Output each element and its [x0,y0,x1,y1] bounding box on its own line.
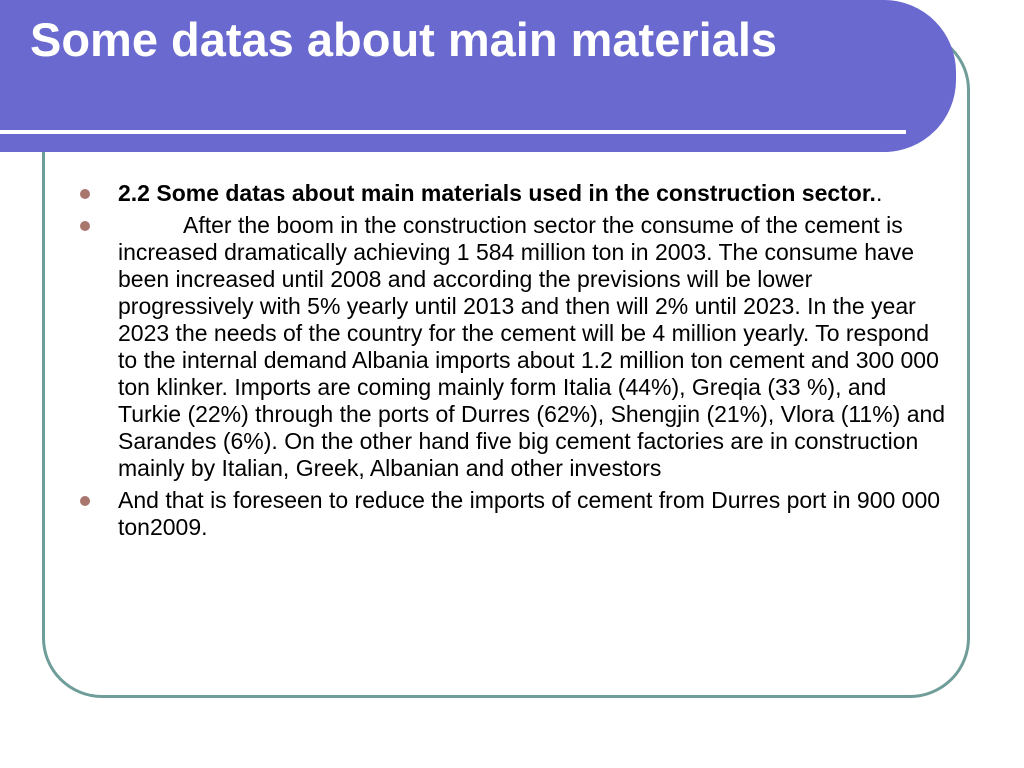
bullet-dot-icon [80,496,90,506]
bullet-item-cement-consumption: After the boom in the construction secto… [80,212,950,482]
bullet-item-import-reduction: And that is foreseen to reduce the impor… [80,487,950,541]
bullet-list: 2.2 Some datas about main materials used… [80,180,950,546]
bullet-item-section-heading: 2.2 Some datas about main materials used… [80,180,950,207]
section-heading-suffix: . [875,180,883,206]
import-reduction-text: And that is foreseen to reduce the impor… [118,487,941,540]
slide-title: Some datas about main materials [30,13,778,66]
title-band: Some datas about main materials [0,0,956,152]
bullet-dot-icon [80,221,90,231]
title-underline [0,130,906,134]
section-heading-text: 2.2 Some datas about main materials used… [118,180,876,206]
cement-consumption-text: After the boom in the construction secto… [118,212,946,481]
bullet-dot-icon [80,189,90,199]
